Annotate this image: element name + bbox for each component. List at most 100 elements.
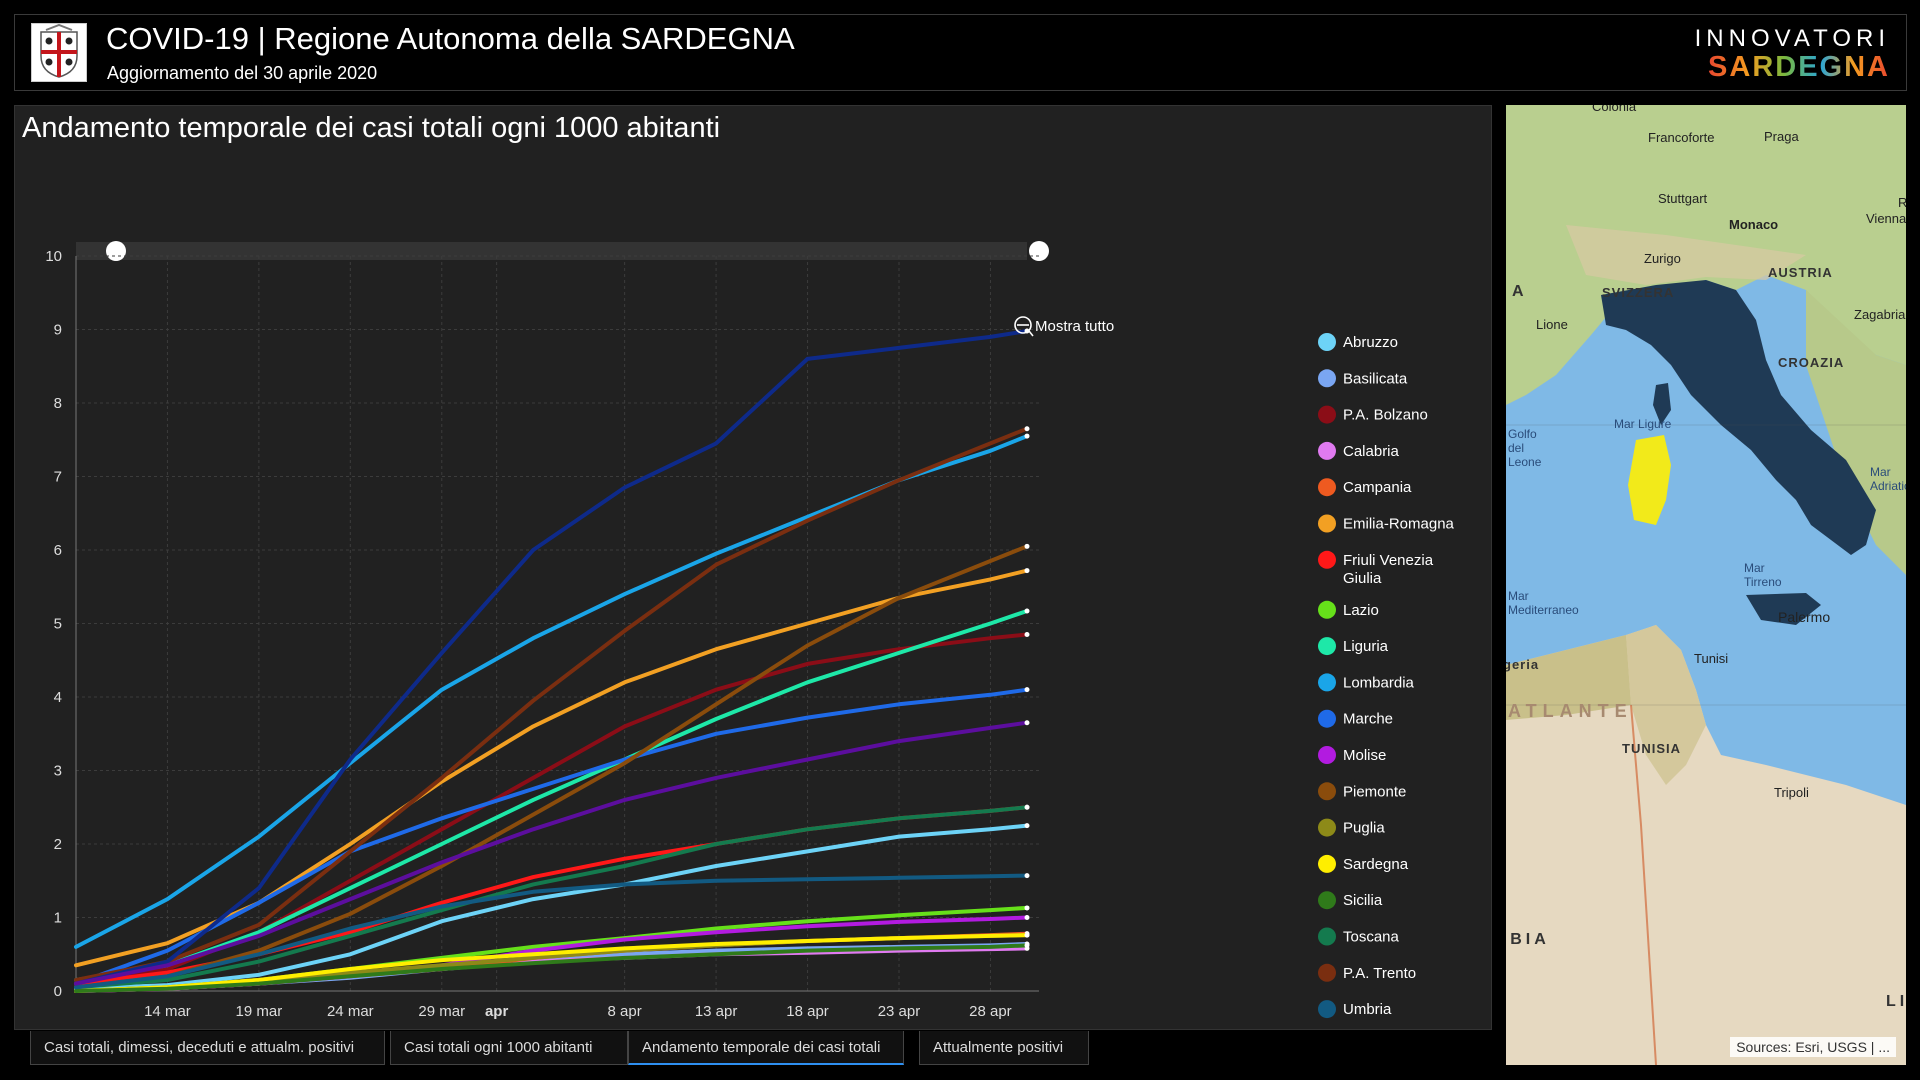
y-tick-label: 8 [54,395,62,412]
legend-swatch[interactable] [1318,405,1336,424]
legend-label[interactable]: Calabria [1343,443,1400,460]
legend-swatch[interactable] [1318,478,1336,497]
brand-logo-bottom: SARDEGNA [1708,51,1890,83]
series-line [74,434,1029,949]
legend-label[interactable]: Abruzzo [1343,334,1398,351]
series-endpoint [1024,873,1030,879]
x-tick-label: 8 apr [608,1003,642,1020]
series-line [74,329,1029,986]
legend-label[interactable]: Molise [1343,747,1386,764]
map-attribution[interactable]: Sources: Esri, USGS | ... [1730,1037,1896,1057]
map-land-africa [1506,625,1906,1065]
map-label-city: Tripoli [1774,785,1809,800]
x-tick-label: apr [485,1003,509,1020]
series-endpoint [1024,568,1030,574]
chart-title: Andamento temporale dei casi totali ogni… [22,112,721,144]
legend-swatch[interactable] [1318,746,1336,764]
map-label-country: A [1512,283,1525,300]
map-canvas[interactable] [1506,105,1906,1065]
legend-label[interactable]: Sicilia [1343,892,1383,909]
y-tick-label: 10 [45,248,62,265]
series-endpoint [1024,687,1030,693]
legend-label[interactable]: P.A. Trento [1343,965,1416,982]
legend-label[interactable]: Piemonte [1343,783,1406,800]
legend-label-line2: Giulia [1343,570,1382,587]
map-label-country: SVIZZERA [1602,285,1675,300]
series-line [74,609,1029,982]
tab-casi-ogni-1000[interactable]: Casi totali ogni 1000 abitanti [390,1031,628,1065]
map-label-city: Colonia [1592,105,1637,114]
show-all-button[interactable]: Mostra tutto [1035,318,1114,335]
x-tick-label: 29 mar [418,1003,465,1020]
legend-label[interactable]: Lombardia [1343,674,1415,691]
tab-attualmente-positivi[interactable]: Attualmente positivi [919,1031,1089,1065]
legend-label[interactable]: Friuli Venezia [1343,552,1434,569]
legend-swatch[interactable] [1318,1000,1336,1019]
legend-swatch[interactable] [1318,600,1336,619]
x-tick-label: 19 mar [236,1003,283,1020]
legend-swatch[interactable] [1318,891,1336,910]
tab-andamento-temporale[interactable]: Andamento temporale dei casi totali [628,1031,904,1065]
map-label-sea: Mar Ligure [1614,417,1672,431]
legend-swatch[interactable] [1318,637,1336,656]
legend-swatch[interactable] [1318,333,1336,351]
x-tick-label: 28 apr [969,1003,1012,1020]
legend-swatch[interactable] [1318,963,1336,982]
series-endpoint [1024,608,1030,614]
page-title: COVID-19 | Regione Autonoma della SARDEG… [106,21,795,56]
map-label-country: Algeria [1506,657,1540,672]
legend-swatch[interactable] [1318,369,1336,388]
map-label-city: Monaco [1729,217,1779,232]
zoom-slider-handle-left[interactable] [106,241,126,261]
legend-swatch[interactable] [1318,782,1336,801]
legend-label[interactable]: Lazio [1343,602,1379,619]
legend-swatch[interactable] [1318,673,1336,692]
legend-label[interactable]: P.A. Bolzano [1343,407,1428,424]
tab-casi-totali-dimessi[interactable]: Casi totali, dimessi, deceduti e attualm… [30,1031,385,1065]
map-land-atlas [1506,635,1631,720]
legend-swatch[interactable] [1318,709,1336,728]
series-endpoint [1024,915,1030,920]
series-line [74,943,1029,993]
legend-swatch[interactable] [1318,818,1336,837]
map-italy [1601,280,1876,555]
map-label-country: ATLANTE [1508,701,1633,721]
y-tick-label: 4 [54,689,62,706]
legend-label[interactable]: Marche [1343,711,1393,728]
zoom-slider-track[interactable] [76,242,1027,260]
update-date: Aggiornamento del 30 aprile 2020 [107,63,378,83]
legend-label[interactable]: Basilicata [1343,370,1408,387]
legend-label[interactable]: Campania [1343,479,1412,496]
y-tick-label: 1 [54,910,62,927]
legend-label[interactable]: Toscana [1343,929,1400,946]
zoom-slider-handle-right[interactable] [1029,241,1049,261]
map-label-city: Lione [1536,317,1568,332]
legend-swatch[interactable] [1318,514,1336,533]
map-label-sea: Mar Mediterraneo [1508,589,1579,617]
legend-label[interactable]: Puglia [1343,820,1385,837]
map-label-country: LIBIA [1506,931,1550,948]
map-land-tunisia [1626,625,1706,785]
legend-label[interactable]: Sardegna [1343,856,1409,873]
zoom-out-icon[interactable] [1014,316,1032,334]
legend-label[interactable]: Umbria [1343,1001,1392,1018]
map-panel[interactable]: Colonia Francoforte Praga Stuttgart Mona… [1506,105,1906,1065]
map-label-city: Tunisi [1694,651,1729,666]
legend-label[interactable]: Liguria [1343,638,1389,655]
series-line [74,873,1029,990]
map-label-city: Zagabria [1854,307,1906,322]
series-endpoint [1024,543,1030,549]
legend-swatch[interactable] [1318,854,1336,873]
series-line [74,687,1029,986]
series-endpoint [1024,720,1030,726]
x-tick-label: 13 apr [695,1003,738,1020]
legend-swatch[interactable] [1318,550,1336,569]
legend-swatch[interactable] [1318,927,1336,946]
map-sardegna [1628,435,1671,525]
map-sicily [1746,593,1821,625]
legend-label[interactable]: Emilia-Romagna [1343,516,1455,533]
map-label-sea: Golfo del Leone [1508,427,1542,469]
series-line [74,720,1029,986]
legend-swatch[interactable] [1318,441,1336,460]
brand-logo-top: INNOVATORI [1694,25,1890,52]
